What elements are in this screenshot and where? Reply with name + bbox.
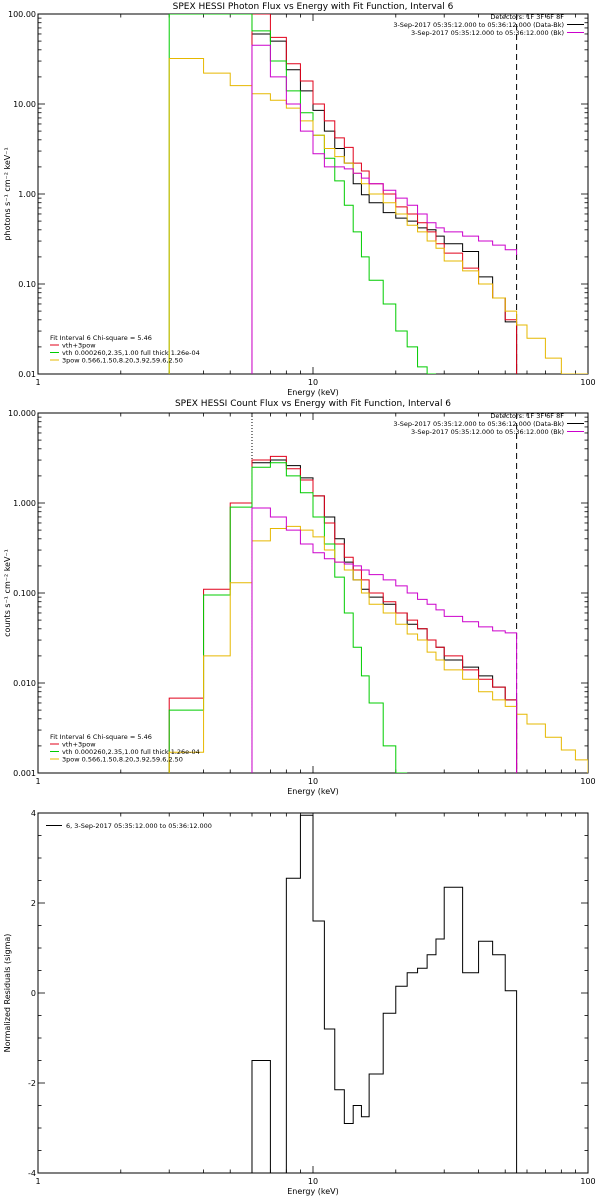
legend-top-right-line: 3-Sep-2017 05:35:12.000 to 05:36:12.000 … <box>411 428 564 436</box>
x-tick-label: 100 <box>580 378 595 387</box>
legend-bottom-left-line: vth 0.000260,2.35,1.00 full thick 1.26e-… <box>62 748 200 756</box>
series-pow-histogram <box>168 525 588 773</box>
series-total-histogram <box>251 459 518 773</box>
y-axis-title: photons s⁻¹ cm⁻² keV⁻¹ <box>3 147 12 240</box>
panel-1: 1 10 100 0.01 0.10 1.00 10.00 100.00 Energy (keV… <box>3 2 596 397</box>
series-total-histogram <box>251 33 518 374</box>
y-tick-label: 0.10 <box>18 280 36 289</box>
x-axis-title: Energy (keV) <box>287 388 339 397</box>
y-tick-label: -2 <box>28 1079 36 1088</box>
legend-top-right-line: Detectors: 1F 3F 6F 8F <box>490 412 564 420</box>
series-group <box>168 455 588 773</box>
x-tick-label: 1 <box>35 378 40 387</box>
y-tick-label: -4 <box>28 1169 36 1178</box>
series-sum-histogram <box>251 14 518 374</box>
y-tick-label: 0.01 <box>18 370 36 379</box>
x-axis-title: Energy (keV) <box>287 787 339 796</box>
x-tick-label: 1 <box>35 777 40 786</box>
y-tick-label: 10.00 <box>13 100 36 109</box>
series-sum-histogram <box>168 455 518 773</box>
panel-3: 1 10 100 -4 -2 0 2 4 Energy (keV) Normalized Resi… <box>3 809 596 1196</box>
y-axis-title: counts s⁻¹ cm⁻² keV⁻¹ <box>3 549 12 637</box>
x-tick-label: 10 <box>308 1177 318 1186</box>
series-group <box>168 14 588 374</box>
legend-top-right-line: 3-Sep-2017 05:35:12.000 to 05:36:12.000 … <box>393 21 564 29</box>
legend-bottom-left-line: vth+3pow <box>62 342 96 350</box>
legend-bottom-left-line: vth+3pow <box>62 741 96 749</box>
y-tick-label: 100.00 <box>8 10 36 19</box>
legend-top-right-line: 3-Sep-2017 05:35:12.000 to 05:36:12.000 … <box>393 420 564 428</box>
legend-bottom-left-line: 3pow 0.566,1.50,8.20,3.92,59.6,2.50 <box>62 357 183 365</box>
plot-title: SPEX HESSI Photon Flux vs Energy with Fi… <box>173 2 454 12</box>
plot-frame <box>37 412 589 774</box>
series-group <box>251 814 518 1173</box>
legend-bottom-left-line: vth 0.000260,2.35,1.00 full thick 1.26e-… <box>62 349 200 357</box>
legend-bottom-left-line: 3pow 0.566,1.50,8.20,3.92,59.6,2.50 <box>62 756 183 764</box>
y-tick-label: 0 <box>31 989 36 998</box>
x-tick-label: 10 <box>308 777 318 786</box>
x-tick-label: 10 <box>308 378 318 387</box>
y-tick-label: 0.001 <box>13 769 36 778</box>
y-tick-label: 0.010 <box>13 679 36 688</box>
y-tick-label: 4 <box>31 809 36 818</box>
series-vth-histogram <box>168 462 408 773</box>
y-tick-label: 0.100 <box>13 589 36 598</box>
y-axis-title: Normalized Residuals (sigma) <box>3 934 12 1053</box>
y-tick-label: 1.00 <box>18 190 36 199</box>
series-total-histogram <box>251 814 518 1173</box>
y-tick-label: 10.000 <box>8 409 36 418</box>
legend-top-right-line: 3-Sep-2017 05:35:12.000 to 05:36:12.000 … <box>411 29 564 37</box>
x-tick-label: 100 <box>580 777 595 786</box>
legend-top-left-line: 6, 3-Sep-2017 05:35:12.000 to 05:36:12.0… <box>66 822 212 830</box>
series-bk-histogram <box>251 44 518 374</box>
x-tick-label: 100 <box>580 1177 595 1186</box>
plot-title: SPEX HESSI Count Flux vs Energy with Fit… <box>175 399 451 409</box>
panel-2: 1 10 100 0.001 0.010 0.100 1.000 10.000 Energy (… <box>3 399 596 796</box>
x-tick-label: 1 <box>35 1177 40 1186</box>
legend-bottom-left-line: Fit Interval 6 Chi-square = 5.46 <box>50 733 152 741</box>
y-tick-label: 2 <box>31 899 36 908</box>
x-axis-title: Energy (keV) <box>287 1187 339 1196</box>
series-bk-histogram <box>251 507 518 773</box>
series-pow-histogram <box>168 58 588 374</box>
legend-top-right-line: Detectors: 1F 3F 6F 8F <box>490 13 564 21</box>
y-tick-label: 1.000 <box>13 499 36 508</box>
legend-bottom-left-line: Fit Interval 6 Chi-square = 5.46 <box>50 334 152 342</box>
series-vth-histogram <box>168 14 436 374</box>
